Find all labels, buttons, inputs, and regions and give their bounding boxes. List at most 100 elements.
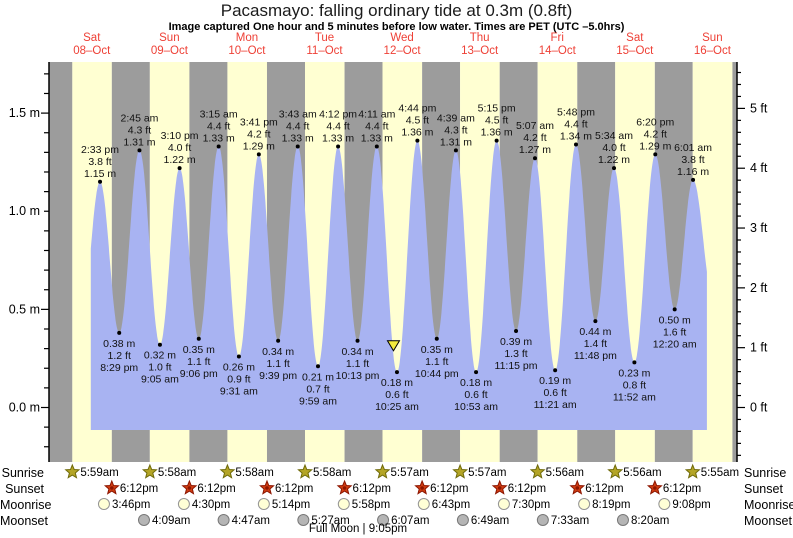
- sunrise-time: 5:58am: [235, 467, 273, 479]
- day-date-label: 08–Oct: [73, 45, 111, 57]
- high-tide-annotation: 4.3 ft: [444, 124, 467, 136]
- low-tide-annotation: 9:31 am: [220, 385, 258, 397]
- moonrise-time: 4:30pm: [192, 499, 230, 511]
- tide-extreme-dot: [415, 138, 420, 143]
- day-labels: Sat08–OctSun09–OctMon10–OctTue11–OctWed1…: [73, 32, 731, 57]
- moonset-icon: [217, 514, 230, 526]
- sunset-time: 6:12pm: [275, 483, 313, 495]
- tide-extreme-dot: [653, 152, 658, 157]
- high-tide-annotation: 4.3 ft: [128, 124, 151, 136]
- low-tide-annotation: 0.6 ft: [385, 389, 408, 401]
- moonrise-row-label-left: Moonrise: [0, 498, 52, 512]
- high-tide-annotation: 5:07 am: [516, 120, 554, 132]
- high-tide-annotation: 4.5 ft: [406, 115, 429, 127]
- sunrise-icon: [297, 463, 313, 479]
- moonrise-time: 8:19pm: [592, 499, 630, 511]
- tide-extreme-dot: [573, 142, 578, 147]
- tide-extreme-dot: [295, 144, 300, 149]
- high-tide-annotation: 4:12 pm: [319, 108, 357, 120]
- moonset-time: 7:33am: [551, 515, 589, 527]
- high-tide-annotation: 6:20 pm: [636, 116, 674, 128]
- tide-extreme-dot: [216, 144, 221, 149]
- low-tide-annotation: 0.9 ft: [227, 373, 250, 385]
- low-tide-annotation: 10:44 pm: [415, 368, 459, 380]
- sunset-icon-center: [265, 486, 269, 490]
- moonset-time: 4:47am: [232, 515, 270, 527]
- tide-extreme-dot: [553, 368, 558, 373]
- tide-extreme-dot: [177, 166, 182, 171]
- day-date-label: 14–Oct: [539, 45, 577, 57]
- moonset-time: 6:49am: [471, 515, 509, 527]
- left-axis-label: 1.0 m: [9, 204, 40, 218]
- tide-extreme-dot: [434, 336, 439, 341]
- sunrise-time: 5:58am: [313, 467, 351, 479]
- sunrise-icon: [452, 463, 469, 479]
- low-tide-annotation: 1.4 ft: [584, 338, 607, 350]
- day-name-label: Sat: [626, 32, 644, 44]
- tide-extreme-dot: [157, 342, 162, 347]
- high-tide-annotation: 5:15 pm: [478, 103, 516, 115]
- high-tide-annotation: 3.8 ft: [681, 154, 704, 166]
- moonrise-row: 3:46pm 4:30pm 5:14pm 5:58pm 6:43pm 7:30pm 8:19…: [97, 498, 711, 511]
- low-tide-annotation: 10:25 am: [375, 401, 419, 413]
- moonrise-time: 5:58pm: [352, 499, 390, 511]
- tide-extreme-dot: [514, 328, 519, 333]
- low-tide-annotation: 10:13 pm: [336, 370, 380, 382]
- sunset-icon-center: [575, 486, 580, 490]
- moonset-row: 4:09am 4:47am 5:27am 6:07am 6:49am 7:33am 8:20…: [137, 514, 669, 527]
- day-name-label: Sat: [83, 32, 101, 44]
- moonrise-icon: [257, 498, 270, 510]
- high-tide-annotation: 3:41 pm: [240, 116, 278, 128]
- tide-curve: [90, 140, 707, 430]
- sunrise-icon: [219, 463, 236, 479]
- sunset-time: 6:12pm: [120, 483, 158, 495]
- low-tide-annotation: 0.35 m: [421, 344, 453, 356]
- high-tide-annotation: 1.33 m: [361, 132, 393, 144]
- moonset-time: 5:27am: [311, 515, 349, 527]
- low-tide-annotation: 1.0 ft: [148, 362, 171, 374]
- moonset-icon: [456, 514, 469, 526]
- tide-extreme-dot: [672, 307, 677, 312]
- high-tide-annotation: 4.0 ft: [602, 142, 625, 154]
- sunrise-time: 5:56am: [623, 467, 661, 479]
- moonset-row-label-right: Moonset: [744, 514, 792, 528]
- sunrise-icon: [607, 463, 624, 479]
- high-tide-annotation: 4.4 ft: [207, 120, 230, 132]
- sunset-icon-center: [653, 486, 657, 490]
- tide-extreme-dot: [494, 138, 499, 143]
- low-tide-annotation: 11:52 am: [613, 391, 656, 403]
- low-tide-annotation: 1.3 ft: [504, 348, 527, 360]
- right-axis-label: 5 ft: [750, 101, 768, 115]
- day-name-label: Thu: [470, 32, 490, 44]
- capture-note: Image captured One hour and 5 minutes be…: [168, 21, 625, 33]
- low-tide-annotation: 0.26 m: [223, 361, 255, 373]
- high-tide-annotation: 3:43 am: [279, 108, 317, 120]
- night-band: [732, 62, 737, 462]
- moonrise-icon: [177, 498, 190, 510]
- low-tide-annotation: 0.38 m: [103, 338, 135, 350]
- high-tide-annotation: 1.36 m: [481, 127, 513, 139]
- high-tide-annotation: 4.5 ft: [485, 115, 508, 127]
- low-tide-annotation: 0.18 m: [381, 377, 413, 389]
- left-axis-label: 0.5 m: [9, 302, 40, 316]
- sunset-icon-center: [187, 486, 192, 490]
- sunset-row-label-right: Sunset: [744, 482, 783, 496]
- right-axis-label: 1 ft: [750, 341, 768, 355]
- moonrise-time: 6:43pm: [432, 499, 470, 511]
- tide-extreme-dot: [532, 156, 537, 161]
- day-name-label: Fri: [551, 32, 564, 44]
- tide-extreme-dot: [98, 179, 103, 184]
- sunset-row-label-left: Sunset: [5, 482, 44, 496]
- moonrise-time: 5:14pm: [272, 499, 310, 511]
- low-tide-annotation: 1.1 ft: [346, 358, 369, 370]
- moonrise-time: 9:08pm: [672, 499, 710, 511]
- current-time-marker: [386, 340, 401, 352]
- low-tide-annotation: 0.39 m: [500, 336, 532, 348]
- high-tide-annotation: 1.16 m: [677, 166, 709, 178]
- moonset-row-label-left: Moonset: [0, 514, 48, 528]
- low-tide-annotation: 9:59 am: [299, 395, 337, 407]
- high-tide-annotation: 1.29 m: [639, 140, 671, 152]
- tide-extreme-dot: [117, 330, 122, 335]
- high-tide-annotation: 4.0 ft: [168, 142, 191, 154]
- low-tide-annotation: 0.6 ft: [464, 389, 487, 401]
